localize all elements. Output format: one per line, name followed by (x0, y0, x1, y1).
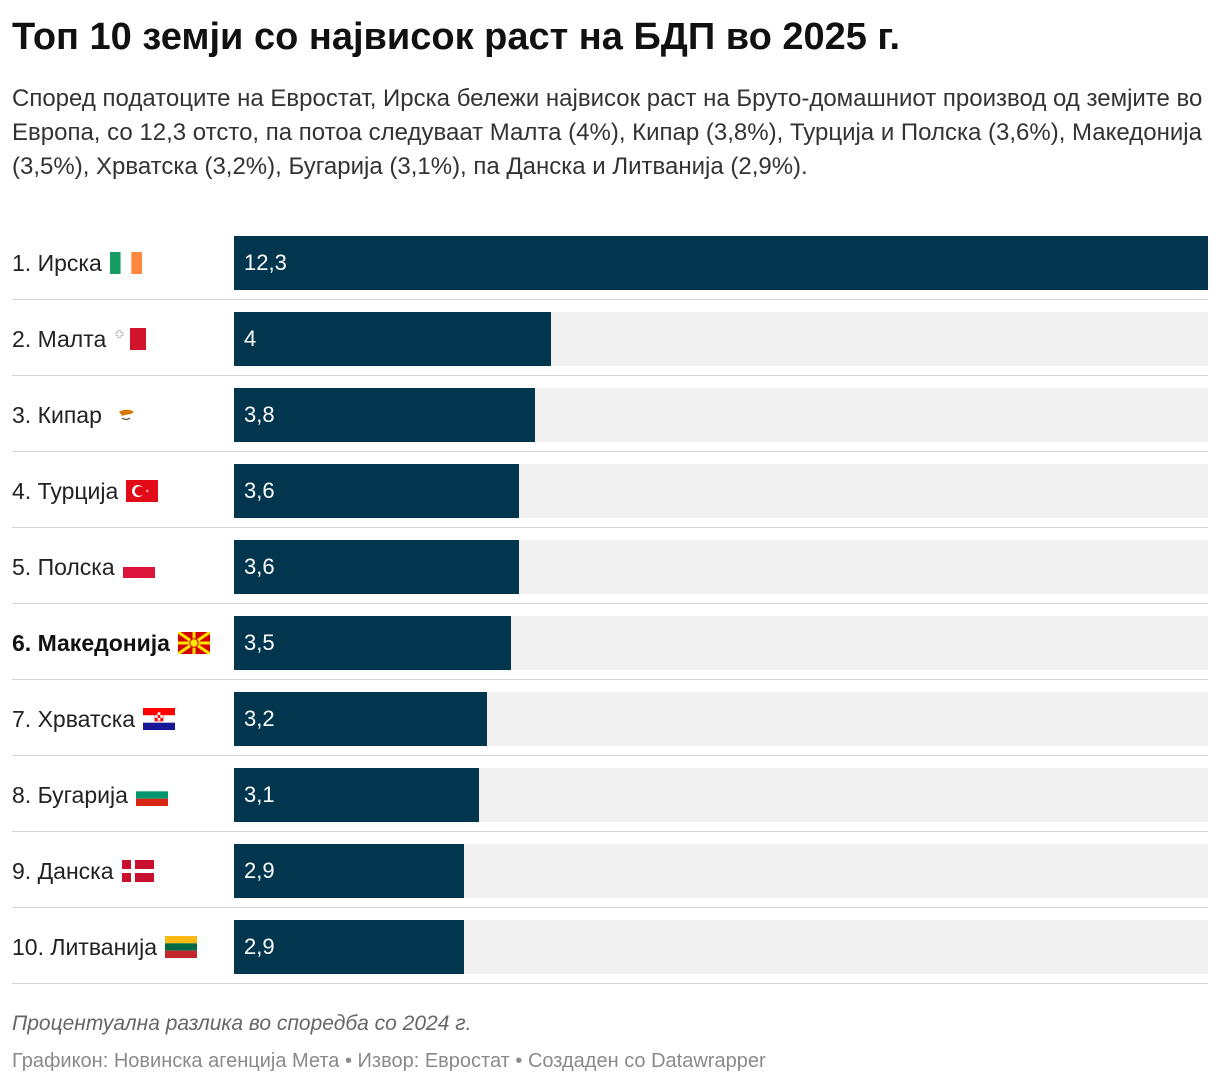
category-label-text: 5. Полска (12, 554, 115, 580)
value-label: 4 (244, 326, 257, 351)
value-label: 3,8 (244, 402, 275, 427)
row-divider (12, 299, 1208, 300)
category-label: 5. Полска (12, 540, 155, 594)
value-label: 3,6 (244, 554, 275, 579)
bar: 2,9 (234, 920, 464, 974)
chart-row: 7. Хрватска 3,2 (12, 680, 1208, 756)
row-divider (12, 679, 1208, 680)
category-label-text: 6. Македонија (12, 630, 170, 656)
category-label: 1. Ирска (12, 236, 142, 290)
chart-row: 9. Данска 2,9 (12, 832, 1208, 908)
bar: 3,5 (234, 616, 512, 670)
category-label: 7. Хрватска (12, 692, 176, 746)
bar: 12,3 (234, 236, 1208, 290)
bulgaria-flag-icon (135, 784, 168, 806)
category-label-text: 2. Малта (12, 326, 107, 352)
value-label: 3,5 (244, 630, 275, 655)
value-label: 2,9 (244, 858, 275, 883)
bar: 3,1 (234, 768, 480, 822)
bar-chart: 1. Ирска 12,3 2. Малта 4 3. Кипар 3,8 4. Турци… (0, 224, 1220, 992)
chart-row: 1. Ирска 12,3 (12, 224, 1208, 300)
value-label: 3,6 (244, 478, 275, 503)
category-label-text: 10. Литванија (12, 934, 158, 960)
row-divider (12, 831, 1208, 832)
chart-row: 3. Кипар 3,8 (12, 376, 1208, 452)
value-label: 3,1 (244, 782, 275, 807)
row-divider (12, 755, 1208, 756)
category-label: 3. Кипар (12, 388, 142, 442)
chart-row: 6. Македонија 3,5 (12, 604, 1208, 680)
bar: 3,6 (234, 464, 520, 518)
chart-footer: Графикон: Новинска агенција Мета • Извор… (12, 1050, 766, 1072)
bar-track: 3,6 (234, 464, 1208, 518)
macedonia-flag-icon (177, 632, 210, 654)
bar: 4 (234, 312, 551, 366)
bar-track: 3,6 (234, 540, 1208, 594)
category-label: 10. Литванија (12, 920, 198, 974)
bar: 3,2 (234, 692, 488, 746)
bar-track: 4 (234, 312, 1208, 366)
category-label: 6. Македонија (12, 616, 210, 670)
bar: 3,6 (234, 540, 520, 594)
poland-flag-icon (122, 556, 155, 578)
bar-track: 2,9 (234, 920, 1208, 974)
croatia-flag-icon (143, 708, 176, 730)
chart-title: Топ 10 земји со највисок раст на БДП во … (12, 16, 901, 58)
row-divider (12, 983, 1208, 984)
value-label: 2,9 (244, 934, 275, 959)
cyprus-flag-icon (109, 404, 142, 426)
category-label-text: 4. Турција (12, 478, 119, 504)
value-label: 3,2 (244, 706, 275, 731)
malta-flag-icon (114, 328, 147, 350)
row-divider (12, 527, 1208, 528)
chart-note: Процентуална разлика во споредба со 2024… (12, 1012, 472, 1035)
turkey-flag-icon (126, 480, 159, 502)
bar-track: 2,9 (234, 844, 1208, 898)
chart-subtitle: Според податоците на Евростат, Ирска бел… (12, 85, 1203, 180)
row-divider (12, 451, 1208, 452)
row-divider (12, 603, 1208, 604)
value-label: 12,3 (244, 250, 287, 275)
denmark-flag-icon (121, 860, 154, 882)
chart-row: 8. Бугарија 3,1 (12, 756, 1208, 832)
row-divider (12, 907, 1208, 908)
category-label-text: 9. Данска (12, 858, 114, 884)
bar: 2,9 (234, 844, 464, 898)
bar-track: 3,8 (234, 388, 1208, 442)
ireland-flag-icon (109, 252, 142, 274)
chart-row: 2. Малта 4 (12, 300, 1208, 376)
chart-row: 4. Турција 3,6 (12, 452, 1208, 528)
chart-row: 5. Полска 3,6 (12, 528, 1208, 604)
category-label: 2. Малта (12, 312, 147, 366)
bar-track: 12,3 (234, 236, 1208, 290)
category-label-text: 1. Ирска (12, 250, 102, 276)
category-label: 9. Данска (12, 844, 154, 898)
category-label-text: 7. Хрватска (12, 706, 136, 732)
category-label-text: 3. Кипар (12, 402, 102, 428)
row-divider (12, 375, 1208, 376)
category-label: 4. Турција (12, 464, 159, 518)
category-label-text: 8. Бугарија (12, 782, 128, 808)
bar-track: 3,5 (234, 616, 1208, 670)
chart-row: 10. Литванија 2,9 (12, 908, 1208, 984)
bar: 3,8 (234, 388, 535, 442)
bar-track: 3,2 (234, 692, 1208, 746)
category-label: 8. Бугарија (12, 768, 168, 822)
bar-track: 3,1 (234, 768, 1208, 822)
lithuania-flag-icon (165, 936, 198, 958)
